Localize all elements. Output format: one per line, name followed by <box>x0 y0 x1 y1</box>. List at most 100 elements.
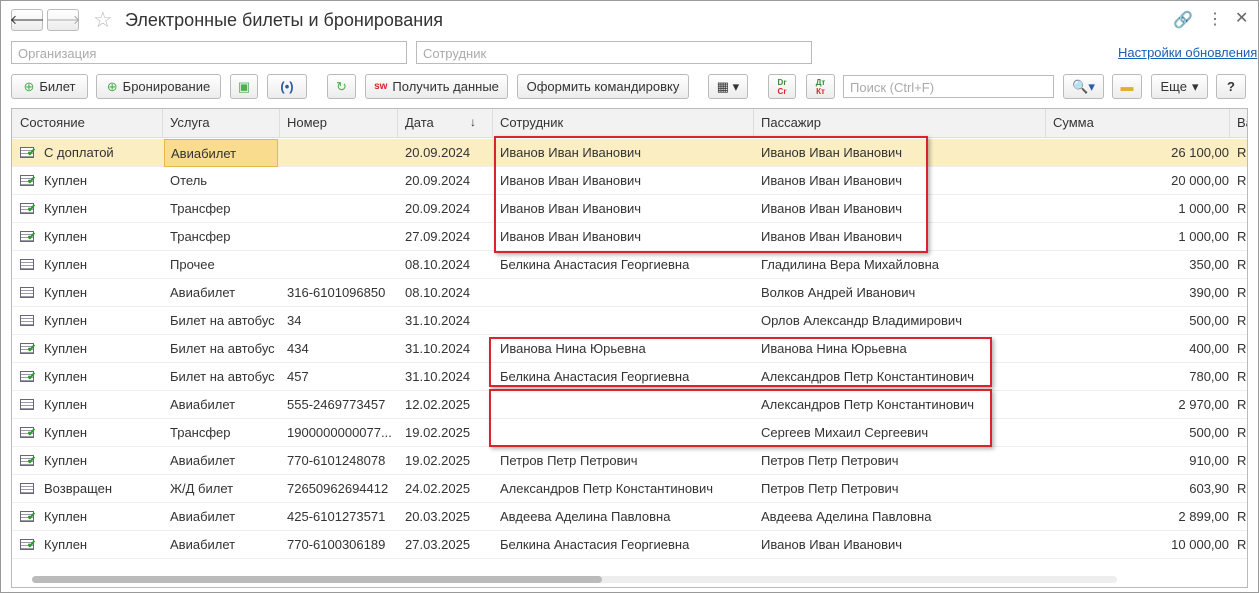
copy-button[interactable]: ▣ <box>230 74 258 99</box>
table-cell: RU <box>1237 229 1247 244</box>
status-icon <box>20 399 34 410</box>
table-row[interactable]: ✔ Куплен Авиабилет 770-6100306189 27.03.2025… <box>12 531 1247 559</box>
get-data-button[interactable]: sw Получить данные <box>365 74 508 99</box>
employee-field[interactable]: Сотрудник <box>416 41 812 64</box>
table-cell: Авиабилет <box>170 285 236 300</box>
search-field[interactable]: Поиск (Ctrl+F) <box>843 75 1054 98</box>
table-cell: Орлов Александр Владимирович <box>761 313 962 328</box>
table-row[interactable]: ✔ Куплен Трансфер 27.09.2024 Иванов Иван Ива… <box>12 223 1247 251</box>
check: ✔ <box>27 147 37 159</box>
column-separator <box>492 109 493 137</box>
table-row[interactable]: ✔ Куплен Авиабилет 425-6101273571 20.03.2025… <box>12 503 1247 531</box>
table-row[interactable]: Возвращен Ж/Д билет 72650962694412 24.02.20… <box>12 475 1247 503</box>
table-cell: 2 899,00 <box>1178 509 1229 524</box>
table-row[interactable]: Куплен Прочее 08.10.2024 Белкина Анастасия … <box>12 251 1247 279</box>
label: Еще <box>1160 79 1187 94</box>
table-cell: 26 100,00 <box>1171 145 1229 160</box>
table-cell: RU <box>1237 425 1247 440</box>
table-row[interactable]: ✔ Куплен Авиабилет 770-6101248078 19.02.2025… <box>12 447 1247 475</box>
table-cell: Авиабилет <box>170 509 236 524</box>
table-cell: С доплатой <box>44 145 114 160</box>
table-cell: Иванов Иван Иванович <box>761 145 903 160</box>
table-cell: RU <box>1237 145 1247 160</box>
check: ✔ <box>27 427 37 439</box>
refresh-button[interactable]: ↻ <box>327 74 356 99</box>
help-button[interactable]: ? <box>1216 74 1246 99</box>
scrollbar[interactable] <box>32 576 1117 583</box>
table-cell: Иванова Нина Юрьевна <box>500 341 646 356</box>
table-cell: Куплен <box>44 397 88 412</box>
table-cell: Иванов Иван Иванович <box>500 173 642 188</box>
status-icon-checked: ✔ <box>20 203 37 215</box>
table-cell: RU <box>1237 313 1247 328</box>
column-header[interactable]: Дата <box>405 115 434 130</box>
table-cell: Прочее <box>170 257 215 272</box>
highlight-box <box>489 337 992 387</box>
ticket-button[interactable]: ⊕ Билет <box>11 74 88 99</box>
check: ✔ <box>27 455 37 467</box>
table-cell: Авиабилет <box>170 537 236 552</box>
table-cell: RU <box>1237 285 1247 300</box>
link-icon[interactable]: 🔗 <box>1173 12 1193 29</box>
table-cell: RU <box>1237 257 1247 272</box>
table-cell: 603,90 <box>1189 481 1229 496</box>
table-row[interactable]: ✔ С доплатой Авиабилет 20.09.2024 Иванов Ива… <box>12 139 1247 167</box>
highlight-box <box>489 389 992 447</box>
column-separator <box>1045 109 1046 137</box>
note-button[interactable]: ▬ <box>1112 74 1142 99</box>
status-icon <box>20 315 34 326</box>
table-cell: 1 000,00 <box>1178 201 1229 216</box>
column-header[interactable]: Номер <box>287 115 328 130</box>
menu-icon[interactable]: ⋮ <box>1207 11 1223 28</box>
settings-link[interactable]: Настройки обновления <box>1118 45 1258 60</box>
back-button[interactable]: 🡐 <box>10 9 44 31</box>
column-header[interactable]: Сотрудник <box>500 115 564 130</box>
forward-button[interactable]: 🡒 <box>46 9 80 31</box>
favorite-star[interactable]: ☆ <box>93 7 113 32</box>
table-cell: Авиабилет <box>164 139 278 167</box>
table-row[interactable]: ✔ Куплен Трансфер 20.09.2024 Иванов Иван Ива… <box>12 195 1247 223</box>
report-button[interactable]: ▦ ▾ <box>708 74 748 99</box>
status-icon <box>20 259 34 270</box>
table-cell: 31.10.2024 <box>405 341 471 356</box>
table-cell: Иванов Иван Иванович <box>500 229 642 244</box>
status-icon <box>20 287 34 298</box>
table-row[interactable]: Куплен Авиабилет 316-6101096850 08.10.2024 В… <box>12 279 1247 307</box>
label: Кт <box>816 86 825 96</box>
dt-kt-button[interactable]: Дт Кт <box>806 74 835 99</box>
highlight-box <box>494 136 928 253</box>
scroll-thumb[interactable] <box>32 576 602 583</box>
table-row[interactable]: Куплен Билет на автобус 34 31.10.2024 Орлов … <box>12 307 1247 335</box>
column-header[interactable]: Пассажир <box>761 115 821 130</box>
table-cell: RU <box>1237 369 1247 384</box>
column-header[interactable]: Состояние <box>20 115 85 130</box>
column-header[interactable]: Услуга <box>170 115 210 130</box>
close-icon[interactable]: ✕ <box>1235 10 1249 27</box>
search-button[interactable]: 🔍▾ <box>1063 74 1104 99</box>
trip-button[interactable]: Оформить командировку <box>517 74 689 99</box>
table-cell: 500,00 <box>1189 313 1229 328</box>
table-row[interactable]: Куплен Авиабилет 555-2469773457 12.02.2025 А… <box>12 391 1247 419</box>
dr-cr-button[interactable]: Dr Cr <box>768 74 796 99</box>
table-cell: Гладилина Вера Михайловна <box>761 257 940 272</box>
table-cell: Авиабилет <box>170 397 236 412</box>
check: ✔ <box>27 203 37 215</box>
organization-field[interactable]: Организация <box>11 41 407 64</box>
status-icon-checked: ✔ <box>20 371 36 383</box>
table-cell: Белкина Анастасия Георгиевна <box>500 369 690 384</box>
table-cell: 2 970,00 <box>1178 397 1229 412</box>
table-row[interactable]: ✔ Куплен Отель 20.09.2024 Иванов Иван Иванов… <box>12 167 1247 195</box>
more-button[interactable]: Еще ▾ <box>1151 74 1208 99</box>
table-cell: Авдеева Аделина Павловна <box>500 509 671 524</box>
booking-button[interactable]: ⊕ Бронирование <box>96 74 221 99</box>
column-header[interactable]: Сумма <box>1053 115 1094 130</box>
broadcast-button[interactable]: (•) <box>267 74 307 99</box>
column-header[interactable]: Ва <box>1237 115 1247 130</box>
table-cell: Петров Петр Петрович <box>761 453 899 468</box>
table-cell: Иванов Иван Иванович <box>761 537 903 552</box>
table-cell: Куплен <box>44 285 88 300</box>
table-cell: 20 000,00 <box>1171 173 1229 188</box>
table-row[interactable]: ✔ Куплен Билет на автобус 434 31.10.2024 Иван… <box>12 335 1247 363</box>
table-cell: Иванова Нина Юрьевна <box>761 341 907 356</box>
